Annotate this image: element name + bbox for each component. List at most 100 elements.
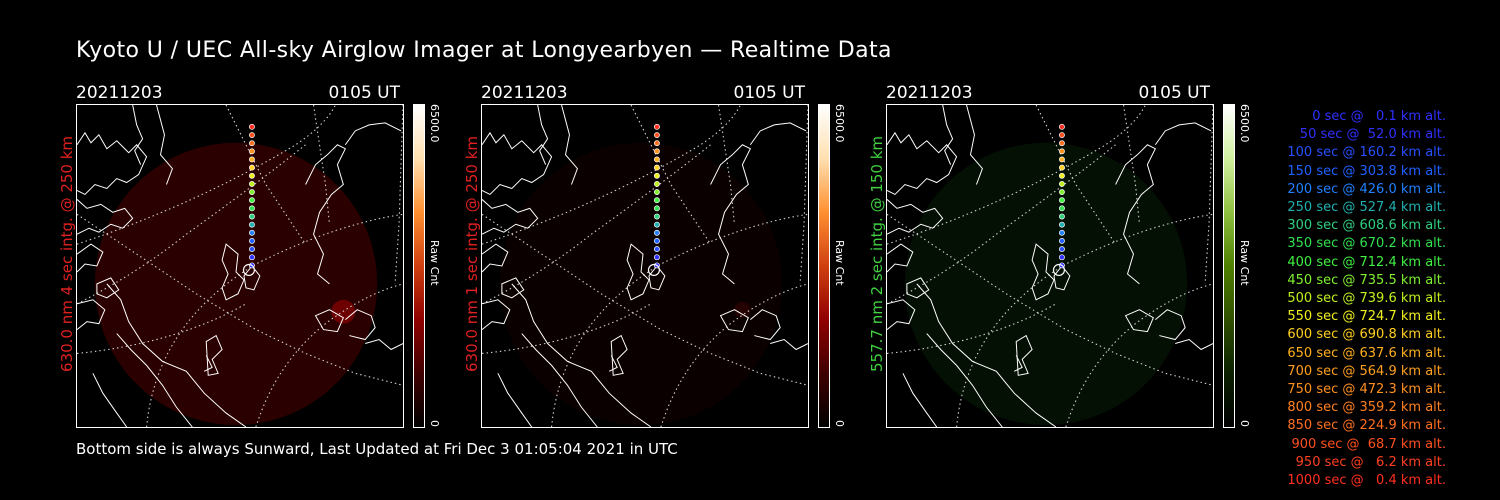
coastline [77, 199, 134, 235]
coastline [132, 105, 144, 165]
panel-2-colorbar-max: 6500.0 [833, 104, 846, 143]
coastline [365, 338, 403, 351]
trajectory-point [1058, 156, 1065, 163]
coastline [561, 105, 578, 185]
trajectory-point [248, 189, 255, 195]
coastline [116, 333, 193, 427]
trajectory-point [248, 123, 255, 130]
coastline [482, 299, 511, 330]
coastline [1013, 355, 1023, 372]
coastline [1031, 243, 1055, 301]
lat-lon-grid-line [77, 105, 336, 245]
panel-1-colorbar-min: 0 [428, 420, 441, 427]
legend-row: 50 sec @ 52.0 km alt. [1299, 127, 1446, 143]
trajectory-point [653, 164, 660, 171]
panel-1-colorbar-unit: Raw Cnt [428, 240, 441, 286]
trajectory-point [248, 238, 255, 244]
legend-row: 500 sec @ 739.6 km alt. [1287, 291, 1446, 307]
coastline [344, 122, 402, 146]
trajectory-point [1058, 123, 1065, 130]
legend-row: 700 sec @ 564.9 km alt. [1287, 363, 1446, 379]
coastline [1115, 144, 1157, 285]
coastline [1015, 334, 1033, 376]
panel-1-colorbar-max: 6500.0 [428, 104, 441, 143]
trajectory-point [1058, 148, 1065, 155]
lat-lon-grid-line [1065, 283, 1213, 427]
coastline [610, 334, 628, 376]
lat-lon-grid-line [1204, 105, 1213, 284]
trajectory-point [1058, 229, 1065, 236]
coastline [305, 144, 347, 285]
coastline [521, 333, 598, 427]
altitude-time-legend: 0 sec @ 0.1 km alt. 50 sec @ 52.0 km alt… [1262, 108, 1446, 490]
legend-row: 550 sec @ 724.7 km alt. [1287, 309, 1446, 325]
coastline [719, 309, 749, 333]
coastline [156, 105, 173, 185]
coastline [482, 199, 539, 235]
airglow-emission [904, 142, 1188, 426]
trajectory-point [653, 238, 660, 244]
lat-lon-grid-line [255, 283, 403, 427]
lat-lon-grid-line [887, 105, 1146, 245]
lat-lon-grid-line [482, 144, 711, 305]
panel-3-time: 0105 UT [1138, 83, 1211, 103]
legend-row: 250 sec @ 527.4 km alt. [1287, 200, 1446, 216]
page-title: Kyoto U / UEC All-sky Airglow Imager at … [76, 38, 892, 63]
panel-2-colorbar-unit: Raw Cnt [833, 240, 846, 286]
trajectory-point [1058, 140, 1065, 147]
trajectory-point [248, 148, 255, 155]
trajectory-point [653, 205, 660, 212]
panel-3-wavelength-label: 557.7 nm 2 sec intg. @ 150 km [868, 135, 886, 372]
lat-lon-grid-line [77, 144, 306, 305]
coastline [1155, 309, 1186, 341]
lat-lon-grid-line [482, 105, 741, 245]
coastline [942, 105, 954, 165]
trajectory-point [653, 221, 660, 228]
trajectory-point [653, 172, 660, 179]
coastline [749, 122, 807, 146]
airglow-emission [499, 142, 783, 426]
panel-3-colorbar-max: 6500.0 [1238, 104, 1251, 143]
coastline [96, 277, 120, 299]
coastline [501, 277, 525, 299]
legend-row: 900 sec @ 68.7 km alt. [1291, 436, 1446, 452]
coastline [482, 243, 509, 273]
legend-row: 100 sec @ 160.2 km alt. [1287, 145, 1446, 161]
coastline [966, 105, 983, 185]
trajectory-point [1058, 238, 1065, 244]
trajectory-point [1058, 213, 1065, 220]
lat-lon-grid-line [77, 303, 247, 355]
coastline [750, 309, 781, 341]
trajectory-point [653, 189, 660, 195]
trajectory-point [653, 148, 660, 155]
coastline [1124, 309, 1154, 333]
trajectory-point [248, 156, 255, 163]
legend-row: 450 sec @ 735.5 km alt. [1287, 272, 1446, 288]
panel-1-date: 20211203 [76, 83, 163, 103]
lat-lon-grid-line [799, 105, 808, 284]
lat-lon-grid-line [887, 144, 1116, 305]
trajectory-point [248, 140, 255, 147]
trajectory-point [248, 229, 255, 236]
trajectory-point [653, 132, 660, 138]
legend-row: 1000 sec @ 0.4 km alt. [1287, 473, 1446, 489]
trajectory-point [248, 205, 255, 212]
panel-2-colorbar [818, 104, 830, 428]
coastline [710, 144, 752, 285]
trajectory-point [1058, 172, 1065, 179]
trajectory-point [248, 213, 255, 220]
coastline [916, 283, 1057, 427]
trajectory-point [1058, 189, 1065, 195]
trajectory-point [248, 132, 255, 138]
legend-row: 400 sec @ 712.4 km alt. [1287, 254, 1446, 270]
trajectory-point [248, 164, 255, 171]
trajectory-point [1058, 132, 1065, 138]
trajectory-point [1058, 246, 1065, 253]
panel-3-colorbar-min: 0 [1238, 420, 1251, 427]
trajectory-point [248, 221, 255, 228]
legend-row: 350 sec @ 670.2 km alt. [1287, 236, 1446, 252]
coastline [482, 131, 553, 196]
lat-lon-grid-line [77, 213, 403, 386]
trajectory-point [248, 254, 255, 261]
coastline [887, 299, 916, 330]
